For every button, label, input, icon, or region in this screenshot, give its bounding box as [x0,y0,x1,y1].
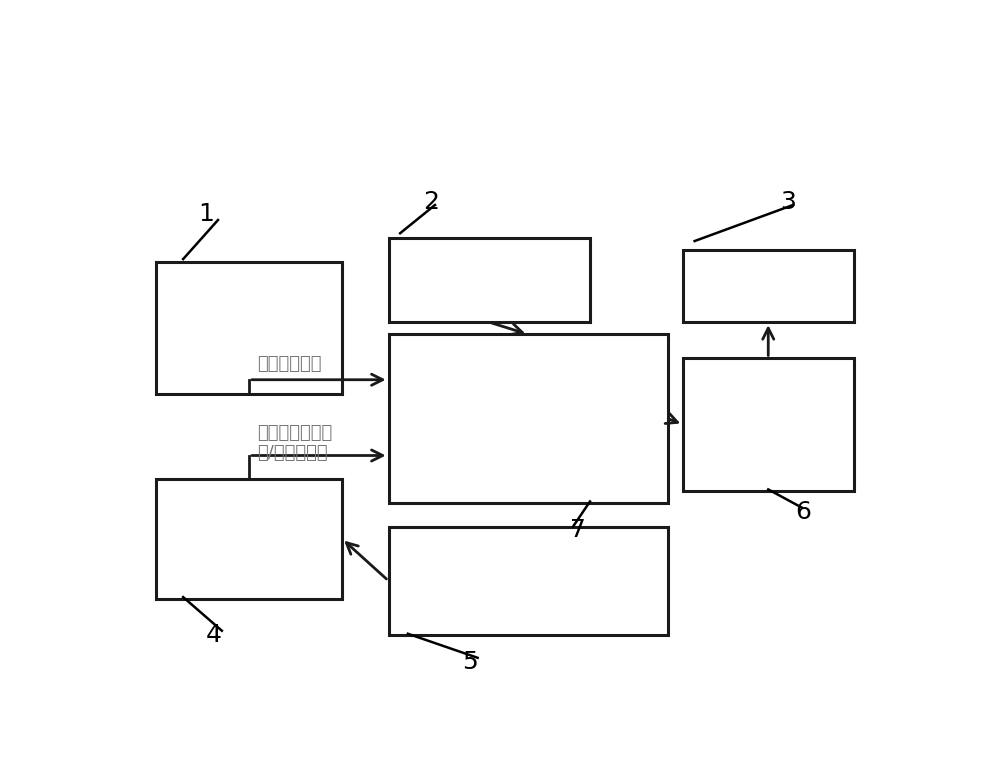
Text: 4: 4 [206,623,222,647]
Bar [156,479,342,599]
Text: 7: 7 [570,518,586,542]
Text: 3: 3 [780,190,796,214]
Text: 1: 1 [198,202,214,226]
Bar [683,250,854,323]
Text: 喂叭控制信号: 喂叭控制信号 [257,355,321,373]
Bar [388,334,668,503]
Bar [388,526,668,635]
Bar [156,262,342,394]
Text: 6: 6 [795,500,811,524]
Bar [388,238,590,323]
Text: 2: 2 [423,190,439,214]
Text: 段/时段的信息: 段/时段的信息 [257,444,327,462]
Text: 5: 5 [462,650,478,674]
Bar [683,358,854,490]
Text: 包含号笛控制地: 包含号笛控制地 [257,424,332,442]
